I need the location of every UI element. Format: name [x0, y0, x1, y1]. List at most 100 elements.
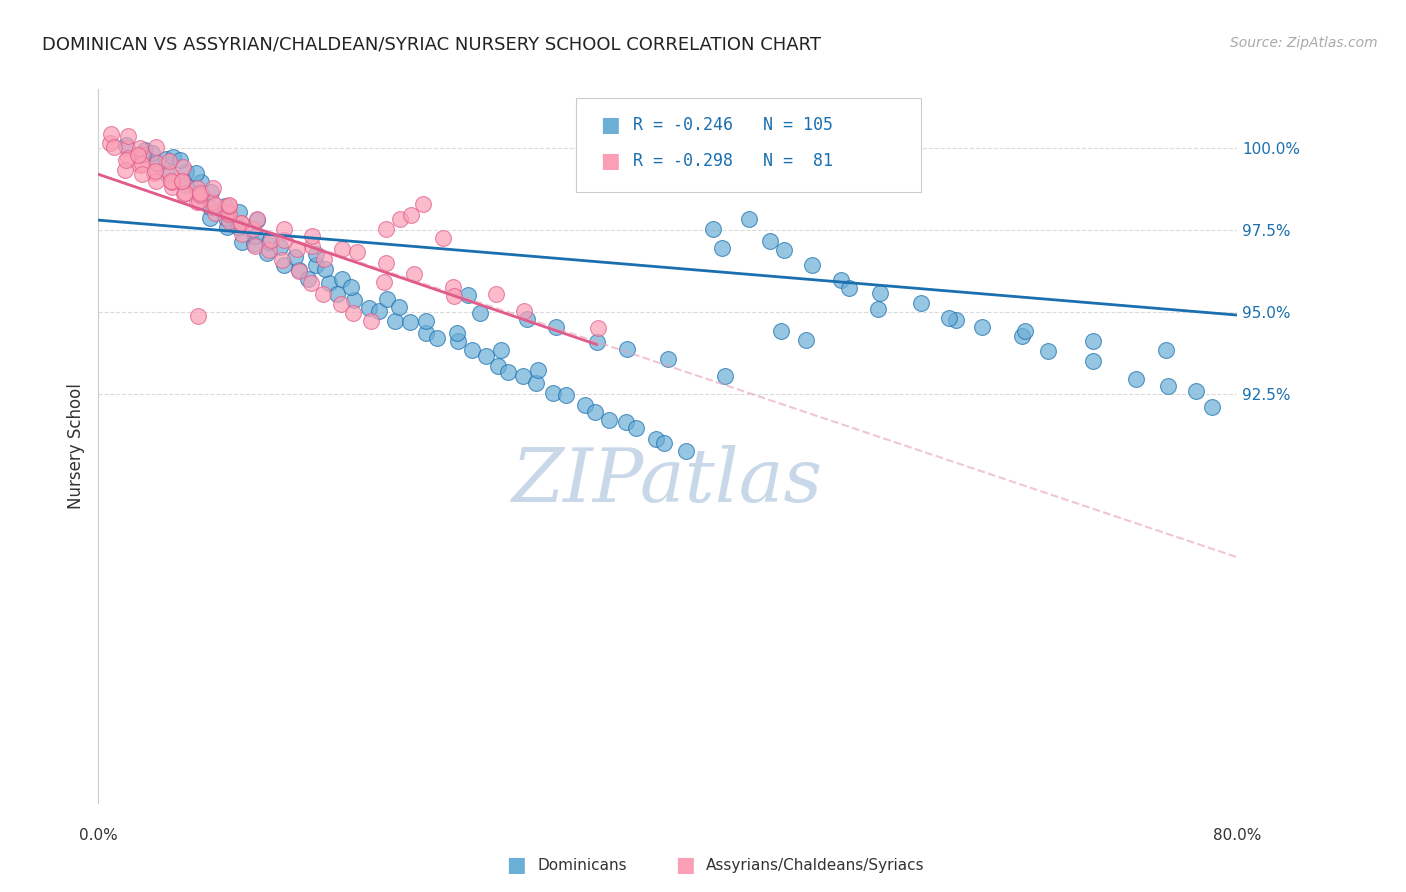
- Text: Source: ZipAtlas.com: Source: ZipAtlas.com: [1230, 36, 1378, 50]
- Point: [426, 331, 449, 345]
- Point: [243, 229, 266, 244]
- Point: [1014, 324, 1036, 338]
- Point: [259, 235, 281, 249]
- Point: [759, 234, 782, 248]
- Point: [273, 222, 295, 236]
- Text: ■: ■: [506, 855, 526, 875]
- Text: Dominicans: Dominicans: [537, 858, 627, 872]
- Point: [229, 216, 252, 230]
- Point: [357, 301, 380, 316]
- Point: [269, 240, 291, 254]
- Point: [586, 334, 609, 349]
- Point: [131, 157, 153, 171]
- Point: [256, 246, 278, 260]
- Point: [485, 286, 508, 301]
- Point: [103, 140, 125, 154]
- Point: [443, 289, 465, 303]
- Point: [273, 258, 295, 272]
- Point: [1011, 329, 1033, 343]
- Point: [524, 376, 547, 390]
- Point: [270, 253, 292, 268]
- Point: [145, 140, 167, 154]
- Point: [910, 295, 932, 310]
- Point: [132, 148, 155, 162]
- Point: [1083, 334, 1105, 348]
- Point: [457, 287, 479, 301]
- Point: [226, 220, 249, 235]
- Point: [218, 214, 240, 228]
- Point: [373, 275, 395, 289]
- Point: [738, 211, 761, 226]
- Point: [159, 174, 181, 188]
- Point: [257, 243, 280, 257]
- Point: [160, 179, 183, 194]
- Text: R = -0.246   N = 105: R = -0.246 N = 105: [633, 116, 832, 134]
- Point: [1201, 401, 1223, 415]
- Point: [174, 165, 197, 179]
- Point: [314, 252, 336, 266]
- Point: [187, 309, 209, 323]
- Point: [388, 212, 411, 227]
- Point: [134, 143, 156, 157]
- Point: [318, 276, 340, 290]
- Point: [711, 242, 734, 256]
- Text: 80.0%: 80.0%: [1213, 828, 1261, 843]
- Point: [143, 165, 166, 179]
- Point: [326, 286, 349, 301]
- Point: [1184, 384, 1206, 398]
- Point: [117, 151, 139, 165]
- Point: [970, 320, 993, 334]
- Point: [131, 167, 153, 181]
- Point: [188, 187, 211, 202]
- Point: [415, 313, 437, 327]
- Point: [215, 220, 238, 235]
- Point: [160, 174, 183, 188]
- Point: [314, 262, 336, 277]
- Point: [157, 154, 180, 169]
- Point: [512, 369, 534, 384]
- Point: [172, 160, 194, 174]
- Point: [346, 245, 368, 260]
- Point: [159, 167, 181, 181]
- Point: [374, 256, 396, 270]
- Point: [301, 228, 323, 243]
- Point: [169, 153, 191, 168]
- Point: [475, 349, 498, 363]
- Point: [360, 314, 382, 328]
- Text: ■: ■: [675, 855, 695, 875]
- Point: [555, 387, 578, 401]
- Point: [191, 187, 214, 202]
- Point: [614, 416, 637, 430]
- Point: [399, 208, 422, 222]
- Point: [173, 186, 195, 201]
- Point: [273, 233, 295, 247]
- Point: [340, 280, 363, 294]
- Text: Assyrians/Chaldeans/Syriacs: Assyrians/Chaldeans/Syriacs: [706, 858, 924, 872]
- Point: [117, 129, 139, 144]
- Point: [496, 365, 519, 379]
- Point: [447, 334, 470, 349]
- Point: [297, 272, 319, 286]
- Point: [170, 173, 193, 187]
- Point: [231, 235, 253, 249]
- Point: [388, 300, 411, 314]
- Point: [702, 222, 724, 236]
- Point: [675, 444, 697, 458]
- Point: [415, 326, 437, 340]
- Point: [770, 324, 793, 338]
- Point: [190, 175, 212, 189]
- Point: [145, 156, 167, 170]
- Point: [714, 369, 737, 384]
- Point: [184, 166, 207, 180]
- Point: [174, 186, 197, 200]
- Point: [938, 310, 960, 325]
- Point: [1125, 372, 1147, 386]
- Point: [284, 250, 307, 264]
- Point: [231, 227, 253, 241]
- Point: [145, 174, 167, 188]
- Point: [866, 302, 889, 317]
- Point: [441, 279, 464, 293]
- Point: [513, 304, 536, 318]
- Point: [201, 194, 224, 209]
- Point: [214, 199, 236, 213]
